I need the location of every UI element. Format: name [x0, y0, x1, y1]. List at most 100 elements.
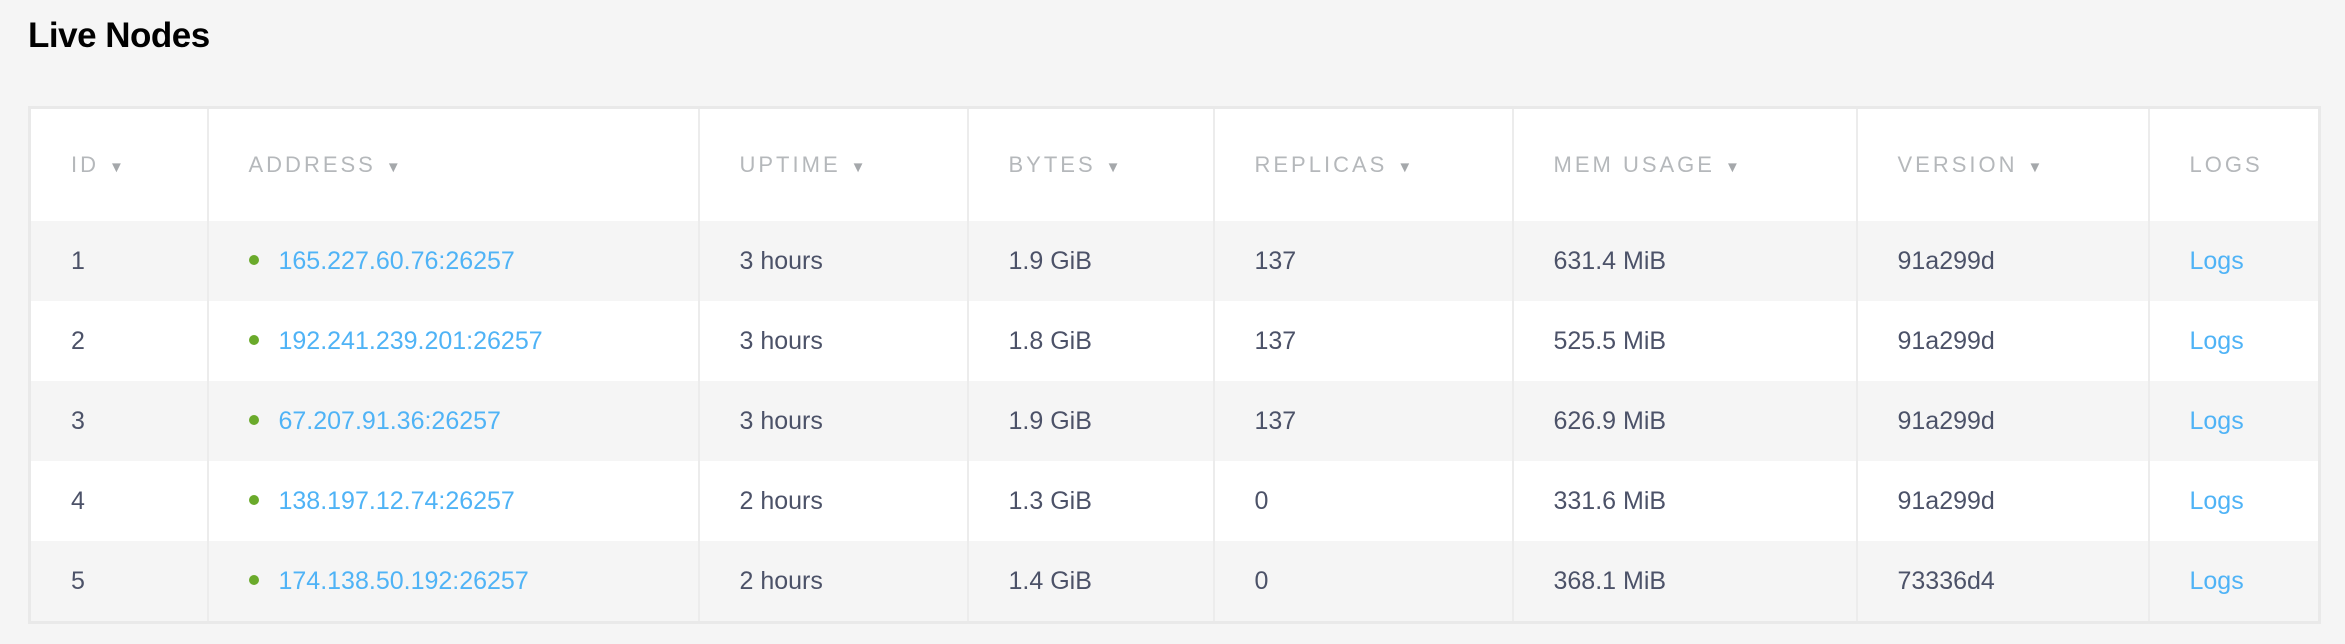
column-header-version[interactable]: VERSION ▼ — [1855, 107, 2149, 221]
sort-down-icon[interactable]: ▼ — [109, 159, 124, 176]
table-row: 2 192.241.239.201:26257 3 hours 1.8 GiB 137 5… — [29, 301, 2320, 381]
bytes-value: 1.8 GiB — [1008, 326, 1092, 355]
version-value: 91a299d — [1897, 246, 1995, 275]
column-header-uptime[interactable]: UPTIME ▼ — [697, 107, 968, 221]
id-value: 1 — [71, 246, 85, 275]
version-value: 91a299d — [1897, 406, 1995, 435]
cell-replicas: 137 — [1212, 381, 1513, 461]
mem-value: 368.1 MiB — [1553, 566, 1667, 595]
id-value: 3 — [71, 406, 85, 435]
header-row: ID ▼ ADDRESS ▼ UPTIME ▼ BYTES ▼ REPLICAS ▼ MEM USA… — [29, 107, 2320, 221]
cell-uptime: 3 hours — [697, 381, 968, 461]
table-row: 3 67.207.91.36:26257 3 hours 1.9 GiB 137 626.… — [29, 381, 2320, 461]
replicas-value: 0 — [1254, 486, 1269, 515]
replicas-value: 137 — [1254, 406, 1297, 435]
sort-down-icon[interactable]: ▼ — [1724, 159, 1740, 176]
column-header-label: BYTES — [1008, 152, 1096, 177]
column-header-id[interactable]: ID ▼ — [29, 107, 208, 221]
column-header-label: REPLICAS — [1254, 152, 1388, 177]
column-header-label: VERSION — [1897, 152, 2018, 177]
bytes-value: 1.4 GiB — [1008, 566, 1092, 595]
column-header-logs: LOGS — [2147, 107, 2320, 221]
cell-address: 165.227.60.76:26257 — [206, 221, 699, 301]
logs-link[interactable]: Logs — [2189, 566, 2244, 595]
sort-down-icon[interactable]: ▼ — [1105, 159, 1121, 176]
cell-logs: Logs — [2147, 541, 2320, 623]
cell-mem: 626.9 MiB — [1511, 381, 1857, 461]
uptime-value: 3 hours — [739, 326, 823, 355]
id-value: 2 — [71, 326, 85, 355]
logs-link[interactable]: Logs — [2189, 486, 2244, 515]
id-value: 5 — [71, 566, 85, 595]
table-row: 5 174.138.50.192:26257 2 hours 1.4 GiB 0 368.… — [29, 541, 2320, 623]
bytes-value: 1.3 GiB — [1008, 486, 1092, 515]
cell-address: 67.207.91.36:26257 — [206, 381, 699, 461]
cell-address: 174.138.50.192:26257 — [206, 541, 699, 623]
cell-id: 4 — [29, 461, 208, 541]
address-link[interactable]: 192.241.239.201:26257 — [278, 326, 543, 355]
uptime-value: 2 hours — [739, 486, 823, 515]
cell-id: 5 — [29, 541, 208, 623]
cell-bytes: 1.8 GiB — [966, 301, 1214, 381]
column-header-mem-usage[interactable]: MEM USAGE ▼ — [1511, 107, 1857, 221]
cell-uptime: 3 hours — [697, 221, 968, 301]
id-value: 4 — [71, 486, 85, 515]
logs-link[interactable]: Logs — [2189, 326, 2244, 355]
uptime-value: 3 hours — [739, 246, 823, 275]
status-live-icon — [248, 254, 259, 265]
live-nodes-table: ID ▼ ADDRESS ▼ UPTIME ▼ BYTES ▼ REPLICAS ▼ MEM USA… — [28, 106, 2321, 624]
column-header-label: LOGS — [2189, 152, 2263, 177]
table-row: 4 138.197.12.74:26257 2 hours 1.3 GiB 0 331.6… — [29, 461, 2320, 541]
cell-version: 91a299d — [1855, 301, 2149, 381]
page-title: Live Nodes — [28, 16, 210, 55]
address-link[interactable]: 138.197.12.74:26257 — [278, 486, 515, 515]
cell-bytes: 1.3 GiB — [966, 461, 1214, 541]
replicas-value: 137 — [1254, 246, 1297, 275]
column-header-address[interactable]: ADDRESS ▼ — [206, 107, 699, 221]
version-value: 73336d4 — [1897, 566, 1995, 595]
replicas-value: 0 — [1254, 566, 1269, 595]
mem-value: 525.5 MiB — [1553, 326, 1667, 355]
status-live-icon — [248, 414, 259, 425]
cell-uptime: 3 hours — [697, 301, 968, 381]
cell-uptime: 2 hours — [697, 461, 968, 541]
address-link[interactable]: 165.227.60.76:26257 — [278, 246, 515, 275]
sort-down-icon[interactable]: ▼ — [2027, 159, 2043, 176]
cell-id: 3 — [29, 381, 208, 461]
column-header-replicas[interactable]: REPLICAS ▼ — [1212, 107, 1513, 221]
cell-version: 91a299d — [1855, 221, 2149, 301]
uptime-value: 3 hours — [739, 406, 823, 435]
table-row: 1 165.227.60.76:26257 3 hours 1.9 GiB 137 631… — [29, 221, 2320, 301]
replicas-value: 137 — [1254, 326, 1297, 355]
mem-value: 631.4 MiB — [1553, 246, 1667, 275]
cell-version: 73336d4 — [1855, 541, 2149, 623]
bytes-value: 1.9 GiB — [1008, 246, 1092, 275]
cell-bytes: 1.9 GiB — [966, 221, 1214, 301]
cell-mem: 631.4 MiB — [1511, 221, 1857, 301]
cell-mem: 368.1 MiB — [1511, 541, 1857, 623]
cell-replicas: 137 — [1212, 301, 1513, 381]
cell-bytes: 1.4 GiB — [966, 541, 1214, 623]
column-header-label: UPTIME — [739, 152, 841, 177]
cell-mem: 331.6 MiB — [1511, 461, 1857, 541]
cell-uptime: 2 hours — [697, 541, 968, 623]
cell-logs: Logs — [2147, 461, 2320, 541]
cell-address: 138.197.12.74:26257 — [206, 461, 699, 541]
column-header-bytes[interactable]: BYTES ▼ — [966, 107, 1214, 221]
column-header-label: ADDRESS — [248, 152, 376, 177]
version-value: 91a299d — [1897, 326, 1995, 355]
sort-down-icon[interactable]: ▼ — [1397, 159, 1413, 176]
sort-down-icon[interactable]: ▼ — [850, 159, 866, 176]
status-live-icon — [248, 494, 259, 505]
version-value: 91a299d — [1897, 486, 1995, 515]
cell-logs: Logs — [2147, 381, 2320, 461]
logs-link[interactable]: Logs — [2189, 406, 2244, 435]
address-link[interactable]: 67.207.91.36:26257 — [278, 406, 501, 435]
uptime-value: 2 hours — [739, 566, 823, 595]
mem-value: 331.6 MiB — [1553, 486, 1667, 515]
cell-id: 1 — [29, 221, 208, 301]
column-header-label: ID — [71, 152, 99, 177]
logs-link[interactable]: Logs — [2189, 246, 2244, 275]
sort-down-icon[interactable]: ▼ — [385, 159, 401, 176]
address-link[interactable]: 174.138.50.192:26257 — [278, 566, 529, 595]
